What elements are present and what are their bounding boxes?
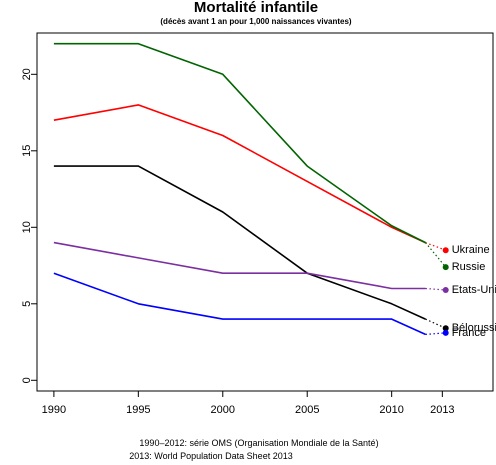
series-line-france bbox=[53, 272, 426, 336]
series-connector-france bbox=[425, 332, 446, 335]
series-label-belorussie: Bélorussie bbox=[452, 322, 496, 334]
series-label-etats-unis: Etats-Unis bbox=[452, 284, 496, 296]
chart-title: Mortalité infantile bbox=[194, 0, 318, 16]
series-line-russie bbox=[53, 42, 426, 244]
series-layer: Ukraine Russie Bélorussie Etats-Unis France bbox=[53, 42, 496, 339]
y-tick-label: 20 bbox=[21, 68, 33, 80]
x-tick-label: 1990 bbox=[42, 404, 66, 416]
series-point-2013-france bbox=[442, 329, 449, 336]
series-line-ukraine bbox=[53, 104, 426, 244]
x-axis: 1990 1995 2000 2005 2010 2013 bbox=[42, 391, 455, 416]
chart-subtitle: (décès avant 1 an pour 1,000 naissances … bbox=[160, 17, 352, 26]
series-point-2013-ukraine bbox=[442, 247, 449, 254]
x-tick-label: 2005 bbox=[295, 404, 319, 416]
series-line-etats-unis bbox=[53, 241, 426, 290]
y-tick-label: 0 bbox=[21, 377, 33, 383]
x-tick-label: 1995 bbox=[126, 404, 150, 416]
x-tick-label: 2013 bbox=[430, 404, 454, 416]
series-point-2013-russie bbox=[442, 264, 449, 271]
series-connector-russie bbox=[424, 242, 447, 268]
plot-frame bbox=[36, 32, 494, 392]
series-connector-belorussie bbox=[425, 318, 446, 329]
y-tick-label: 10 bbox=[21, 221, 33, 233]
footnote-source-wpds: 2013: World Population Data Sheet 2013 bbox=[129, 451, 292, 461]
series-point-2013-etats-unis bbox=[442, 287, 449, 294]
y-tick-label: 15 bbox=[21, 145, 33, 157]
footnote-source-oms: 1990–2012: série OMS (Organisation Mondi… bbox=[139, 438, 378, 448]
series-line-belorussie bbox=[53, 165, 426, 320]
x-tick-label: 2010 bbox=[379, 404, 403, 416]
series-point-2013-belorussie bbox=[442, 325, 449, 332]
y-tick-label: 5 bbox=[21, 301, 33, 307]
x-tick-label: 2000 bbox=[211, 404, 235, 416]
series-label-france: France bbox=[452, 327, 486, 339]
series-connector-etats-unis bbox=[425, 287, 446, 291]
series-label-russie: Russie bbox=[452, 261, 486, 273]
series-label-ukraine: Ukraine bbox=[452, 244, 490, 256]
y-axis: 0 5 10 15 20 bbox=[21, 68, 37, 383]
